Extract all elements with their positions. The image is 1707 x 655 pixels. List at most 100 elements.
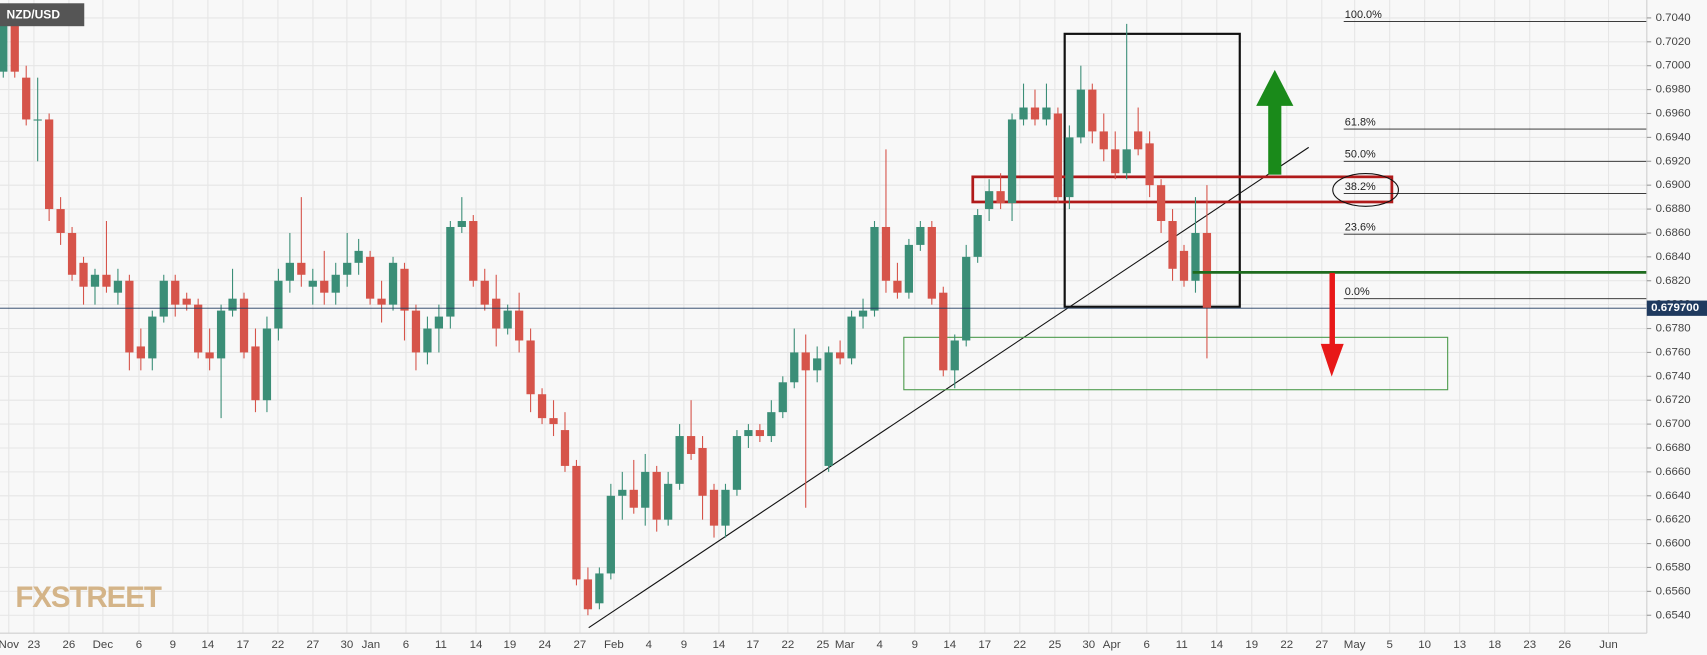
up-arrow-head	[1256, 69, 1294, 106]
trend-line	[588, 146, 1310, 629]
candle-body	[595, 573, 604, 604]
candle-body	[801, 352, 810, 371]
candle-body	[870, 226, 879, 311]
x-tick-label: 26	[1558, 639, 1571, 651]
candle-body	[893, 280, 902, 293]
x-tick-label: 13	[1453, 639, 1466, 651]
x-tick-label: 27	[307, 639, 320, 651]
fib-label: 100.0%	[1345, 9, 1382, 21]
x-tick-label: 30	[340, 639, 353, 651]
candle-body	[515, 310, 524, 341]
x-tick-label: 22	[781, 639, 794, 651]
candle-body	[1076, 89, 1085, 138]
y-tick-label: 0.6820	[1656, 275, 1691, 287]
resistance-zone	[971, 175, 1394, 204]
current-price-box	[1646, 300, 1707, 316]
x-tick-label: 19	[504, 639, 517, 651]
candle-body	[1156, 185, 1166, 222]
candle-body	[377, 298, 386, 305]
candle-body	[755, 430, 764, 437]
candle-body	[22, 77, 31, 120]
symbol: NZD/USD	[7, 7, 61, 21]
candle-body	[274, 280, 283, 329]
x-tick-label: 14	[943, 639, 956, 651]
candle-body	[159, 280, 168, 317]
candle-body	[709, 489, 719, 526]
y-tick-label: 0.6580	[1656, 561, 1691, 573]
x-tick-label: 17	[237, 639, 250, 651]
x-tick-label: 14	[713, 639, 726, 651]
candle-body	[1145, 143, 1154, 186]
candle-body	[537, 394, 547, 419]
x-tick-label: 14	[202, 639, 215, 651]
candle-body	[675, 436, 684, 484]
candle-body	[629, 489, 638, 508]
candle-body	[939, 292, 948, 371]
y-tick-label: 0.6940	[1656, 131, 1691, 143]
y-tick-label: 0.6740	[1656, 370, 1691, 382]
candle-body	[824, 352, 833, 466]
x-tick-label: 18	[1488, 639, 1501, 651]
candle-body	[194, 304, 203, 353]
y-tick-label: 0.6720	[1656, 394, 1691, 406]
candle-body	[962, 256, 971, 341]
candle-body	[320, 280, 329, 293]
down-arrow-shaft	[1329, 272, 1335, 345]
support-zone	[903, 336, 1449, 391]
candle-body	[331, 274, 340, 293]
candle-body	[813, 358, 822, 371]
candle-body	[904, 244, 914, 293]
x-tick-label: Mar	[835, 639, 855, 651]
x-tick-label: Feb	[604, 639, 624, 651]
candle-body	[927, 226, 936, 299]
candle-body	[182, 298, 191, 305]
candle-body	[698, 447, 707, 496]
candle-body	[985, 191, 994, 210]
x-tick-label: 23	[28, 639, 41, 651]
x-tick-label: 6	[136, 639, 142, 651]
candle-body	[664, 483, 673, 520]
candle-body	[56, 209, 65, 233]
x-tick-label: 26	[63, 639, 76, 651]
overlays: 100.0% 61.8% 50.0% 38.2% 23.6% 0.0%	[0, 9, 1647, 309]
fib-highlight	[1332, 173, 1399, 207]
candle-body	[858, 310, 868, 317]
candle-body	[916, 226, 925, 245]
price-axis	[1646, 0, 1707, 634]
candle-body	[732, 436, 742, 490]
candle-body	[469, 221, 478, 281]
candle-body	[457, 221, 466, 227]
candle-body	[79, 262, 88, 287]
candle-body	[1111, 149, 1120, 174]
x-tick-label: 22	[1280, 639, 1293, 651]
y-tick-label: 0.6760	[1656, 346, 1691, 358]
y-tick-label: 0.6660	[1656, 466, 1691, 478]
candle-body	[606, 495, 615, 574]
x-tick-label: 4	[877, 639, 884, 651]
candle-body	[136, 346, 145, 359]
candle-body	[526, 340, 535, 395]
candle-body	[560, 430, 570, 466]
y-tick-label: 0.6540	[1656, 609, 1691, 621]
x-tick-label: 4	[646, 639, 653, 651]
candle-body	[686, 436, 696, 454]
candle-body	[446, 226, 455, 317]
candle-body	[1179, 250, 1189, 281]
candle-body	[996, 191, 1005, 204]
y-tick-label: 0.6620	[1656, 514, 1691, 526]
x-tick-label: 22	[1013, 639, 1026, 651]
candle-body	[354, 250, 363, 263]
symbol-box	[0, 3, 85, 27]
candle-body	[205, 352, 214, 359]
candle-body	[1042, 107, 1051, 120]
candle-body	[1019, 107, 1028, 120]
candle-body	[641, 471, 650, 508]
x-tick-label: 14	[470, 639, 483, 651]
candle-body	[239, 298, 249, 353]
candle-body	[1030, 107, 1040, 120]
x-tick-label: Jun	[1599, 639, 1618, 651]
x-tick-label: 25	[1048, 639, 1061, 651]
candle-body	[835, 352, 845, 359]
